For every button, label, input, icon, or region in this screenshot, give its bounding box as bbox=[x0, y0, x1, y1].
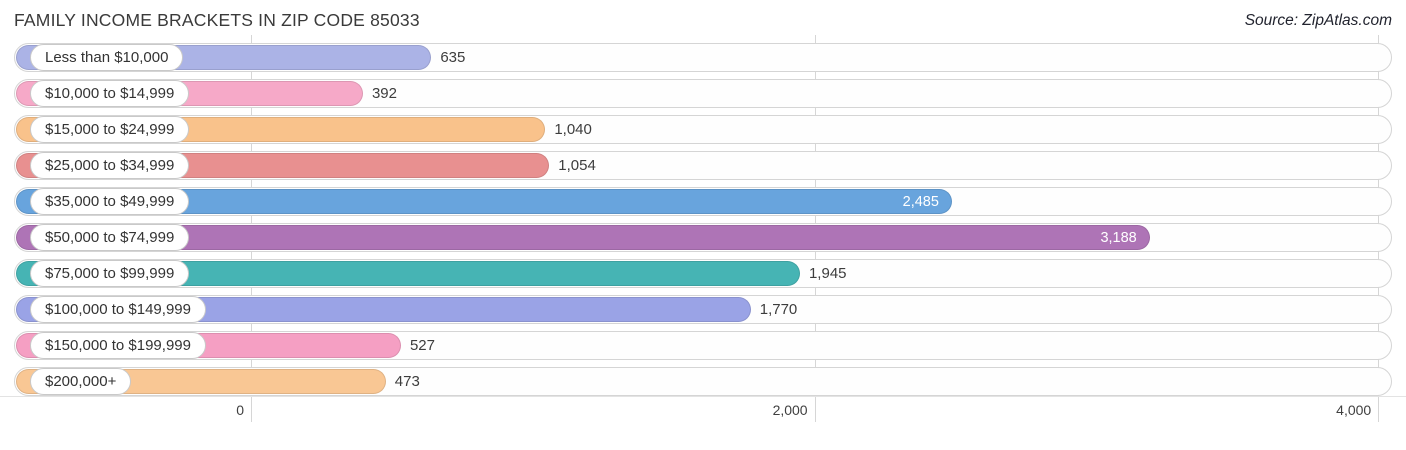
bar-row: $25,000 to $34,999 1,054 bbox=[14, 151, 1392, 180]
value-label: 635 bbox=[440, 49, 466, 66]
value-label: 1,054 bbox=[558, 157, 596, 174]
x-tick-label: 0 bbox=[236, 402, 245, 418]
value-label-inside: 2,485 bbox=[902, 193, 939, 210]
bar-row: $15,000 to $24,999 1,040 bbox=[14, 115, 1392, 144]
bar-row: $150,000 to $199,999 527 bbox=[14, 331, 1392, 360]
axis-line bbox=[0, 396, 1406, 397]
value-label: 1,040 bbox=[554, 121, 592, 138]
bar-row: Less than $10,000 635 bbox=[14, 43, 1392, 72]
bar-chart: Less than $10,000 635 $10,000 to $14,999… bbox=[0, 35, 1406, 422]
bar-row: $10,000 to $14,999 392 bbox=[14, 79, 1392, 108]
bar-row: $75,000 to $99,999 1,945 bbox=[14, 259, 1392, 288]
value-label-inside: 3,188 bbox=[1100, 229, 1137, 246]
value-label: 1,945 bbox=[808, 265, 847, 282]
chart-header: FAMILY INCOME BRACKETS IN ZIP CODE 85033… bbox=[0, 0, 1406, 31]
x-axis: 0 2,000 4,000 bbox=[0, 396, 1406, 422]
category-label-pill: $10,000 to $14,999 bbox=[30, 80, 190, 107]
value-label: 527 bbox=[409, 337, 435, 354]
bar-row: 3,188 $50,000 to $74,999 bbox=[14, 223, 1392, 252]
chart-title: FAMILY INCOME BRACKETS IN ZIP CODE 85033 bbox=[14, 10, 420, 30]
category-label-pill: Less than $10,000 bbox=[30, 44, 184, 71]
chart-rows: Less than $10,000 635 $10,000 to $14,999… bbox=[14, 35, 1392, 396]
category-label-pill: $35,000 to $49,999 bbox=[30, 188, 190, 215]
category-label-pill: $100,000 to $149,999 bbox=[30, 296, 206, 323]
bar-row: $200,000+ 473 bbox=[14, 367, 1392, 396]
category-label-pill: $15,000 to $24,999 bbox=[30, 116, 190, 143]
value-label: 1,770 bbox=[759, 301, 798, 318]
category-label-pill: $25,000 to $34,999 bbox=[30, 152, 190, 179]
x-tick-label: 4,000 bbox=[1336, 402, 1372, 418]
bar-row: 2,485 $35,000 to $49,999 bbox=[14, 187, 1392, 216]
category-label-pill: $50,000 to $74,999 bbox=[30, 224, 190, 251]
category-label-pill: $150,000 to $199,999 bbox=[30, 332, 206, 359]
bar: 3,188 bbox=[16, 225, 1150, 250]
category-label-pill: $200,000+ bbox=[30, 368, 132, 395]
source-attribution: Source: ZipAtlas.com bbox=[1244, 12, 1392, 29]
bar-row: $100,000 to $149,999 1,770 bbox=[14, 295, 1392, 324]
value-label: 392 bbox=[371, 85, 397, 102]
category-label-pill: $75,000 to $99,999 bbox=[30, 260, 190, 287]
value-label: 473 bbox=[394, 373, 420, 390]
x-tick-label: 2,000 bbox=[772, 402, 808, 418]
